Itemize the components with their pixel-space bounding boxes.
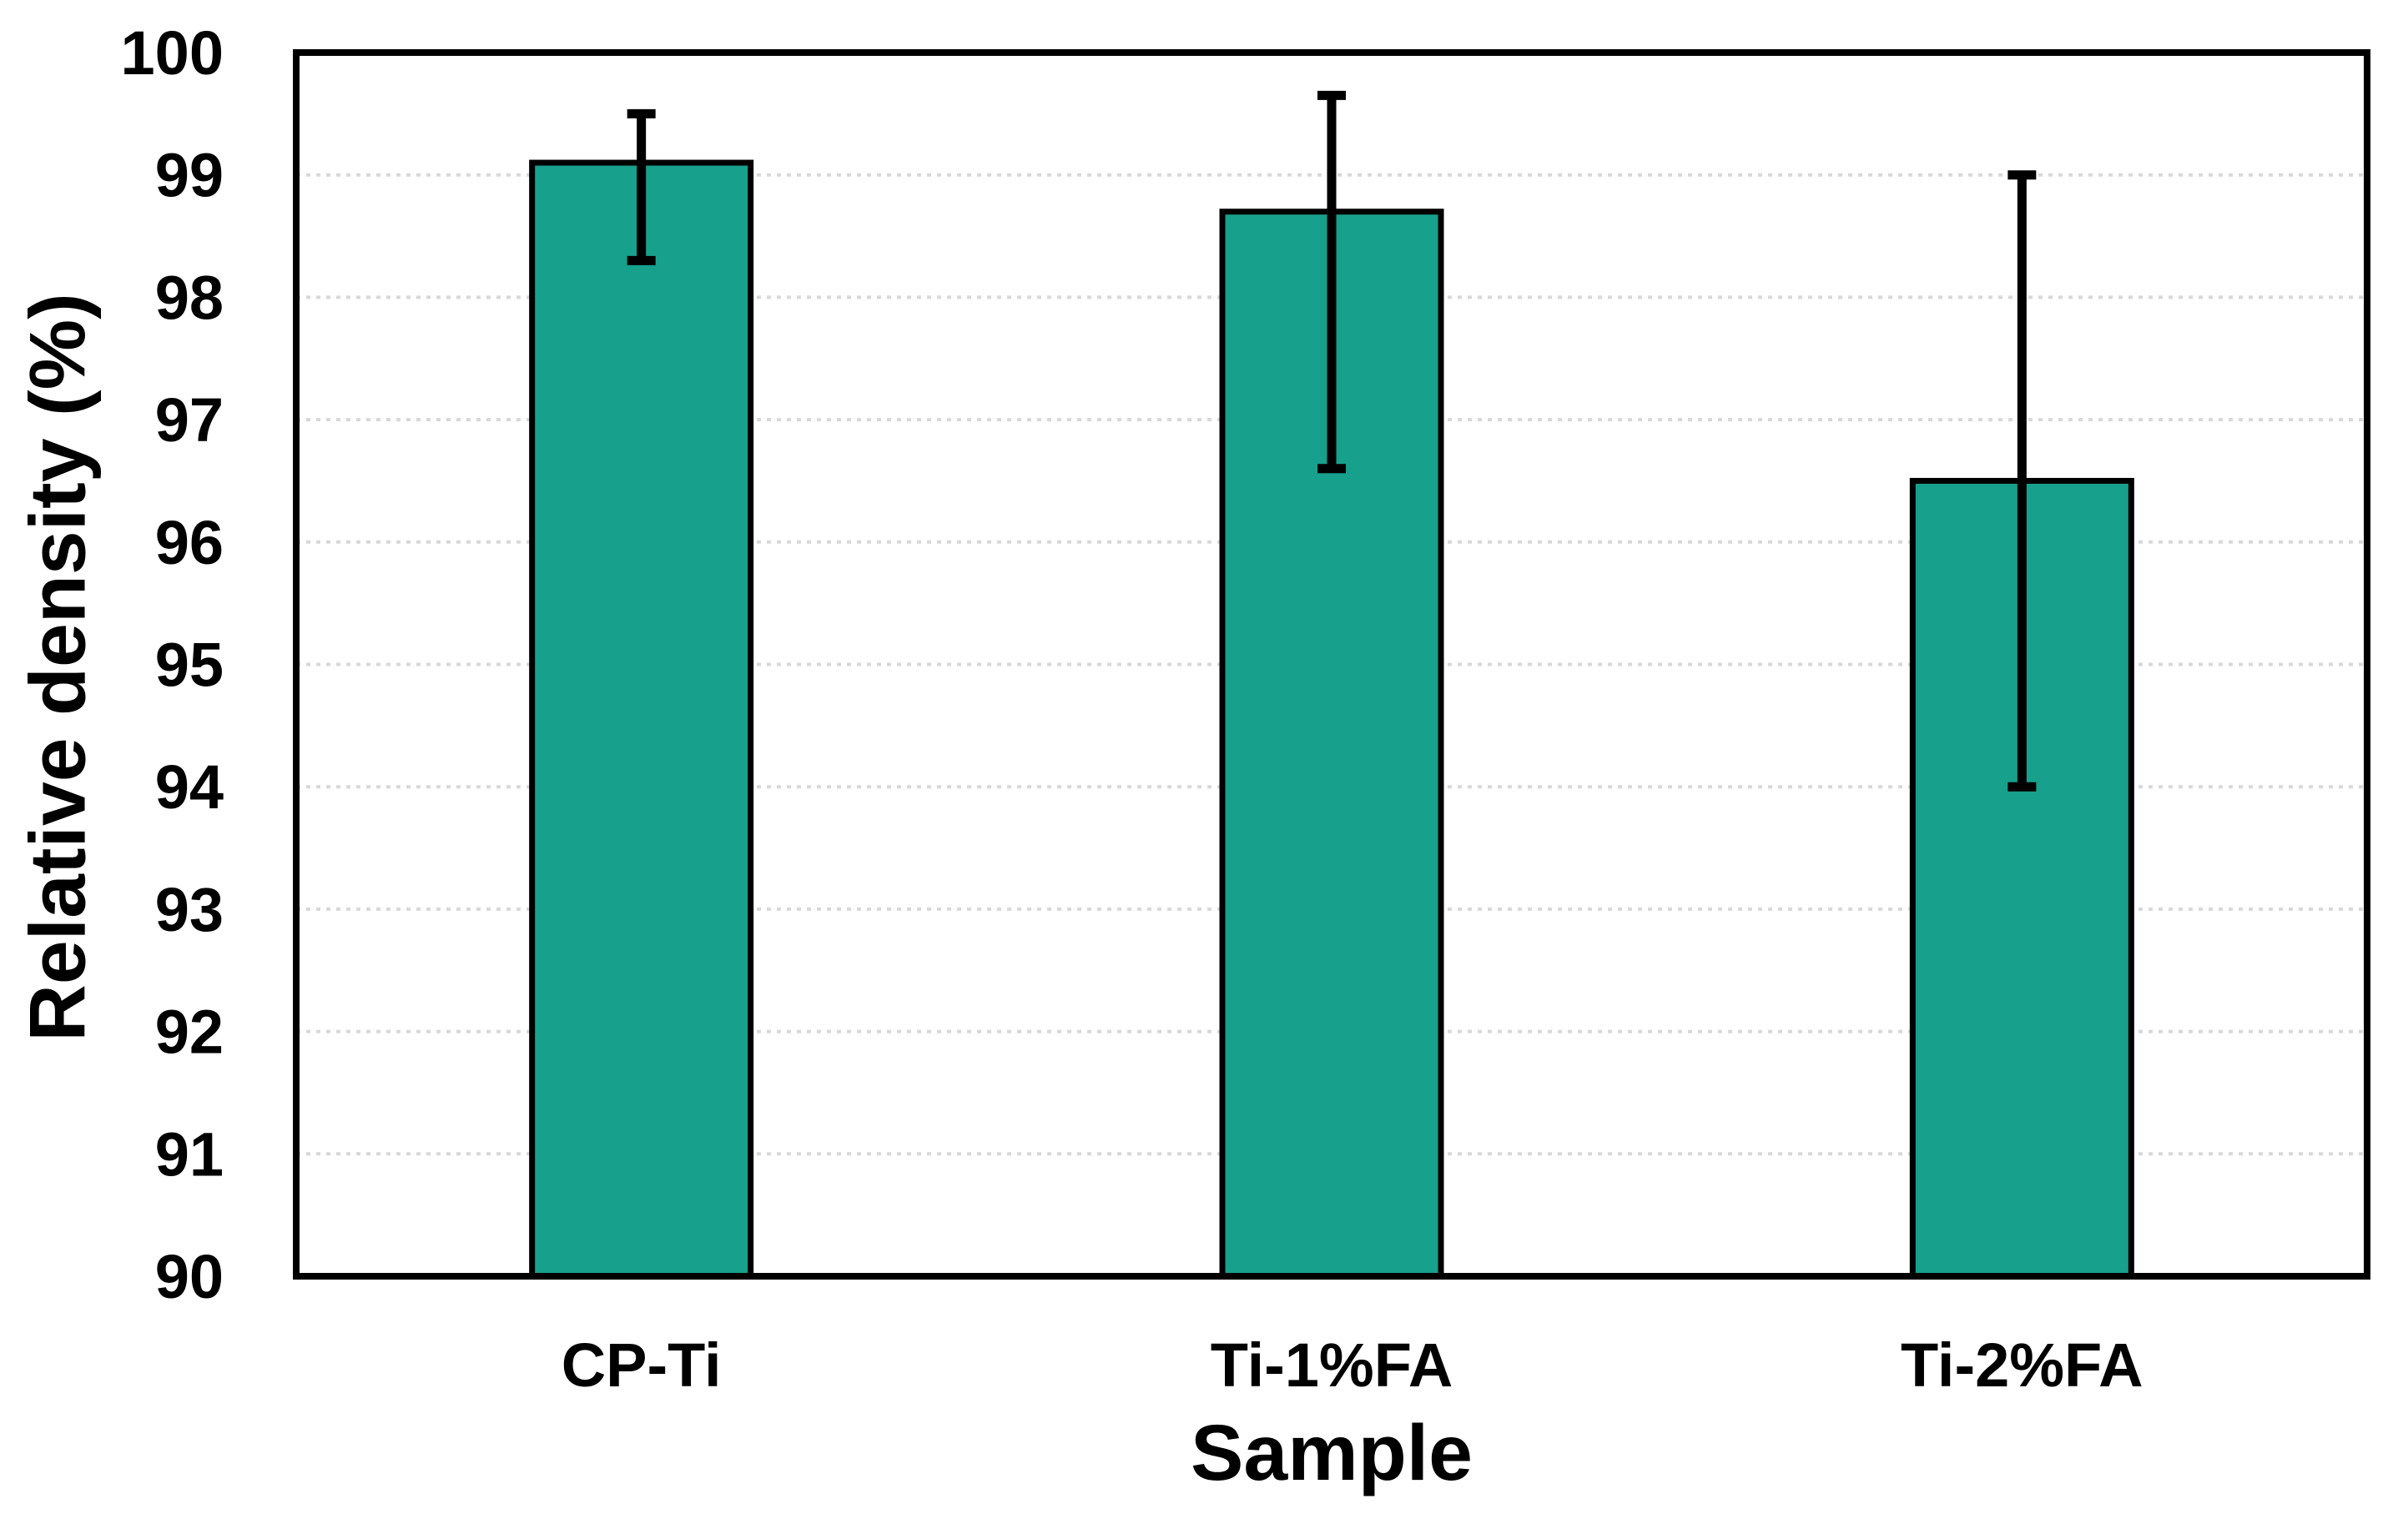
x-tick-label-ti-1-fa: Ti-1%FA	[1211, 1330, 1453, 1400]
y-axis-title: Relative density (%)	[13, 293, 103, 1042]
y-tick-label-99: 99	[155, 141, 224, 210]
y-tick-label-90: 90	[155, 1242, 224, 1311]
y-tick-label-95: 95	[155, 631, 224, 700]
y-tick-label-98: 98	[155, 263, 224, 332]
y-tick-label-91: 91	[155, 1119, 224, 1189]
y-tick-label-96: 96	[155, 508, 224, 577]
y-tick-label-92: 92	[155, 998, 224, 1067]
y-tick-label-94: 94	[155, 752, 224, 822]
y-tick-label-100: 100	[121, 18, 224, 88]
bar-cp-ti	[529, 159, 754, 1280]
x-tick-label-cp-ti: CP-Ti	[562, 1330, 722, 1400]
x-axis-title: Sample	[1191, 1409, 1473, 1497]
y-tick-label-93: 93	[155, 875, 224, 944]
y-tick-label-97: 97	[155, 385, 224, 455]
plot-border	[293, 49, 2370, 1280]
x-tick-label-ti-2-fa: Ti-2%FA	[1901, 1330, 2144, 1400]
